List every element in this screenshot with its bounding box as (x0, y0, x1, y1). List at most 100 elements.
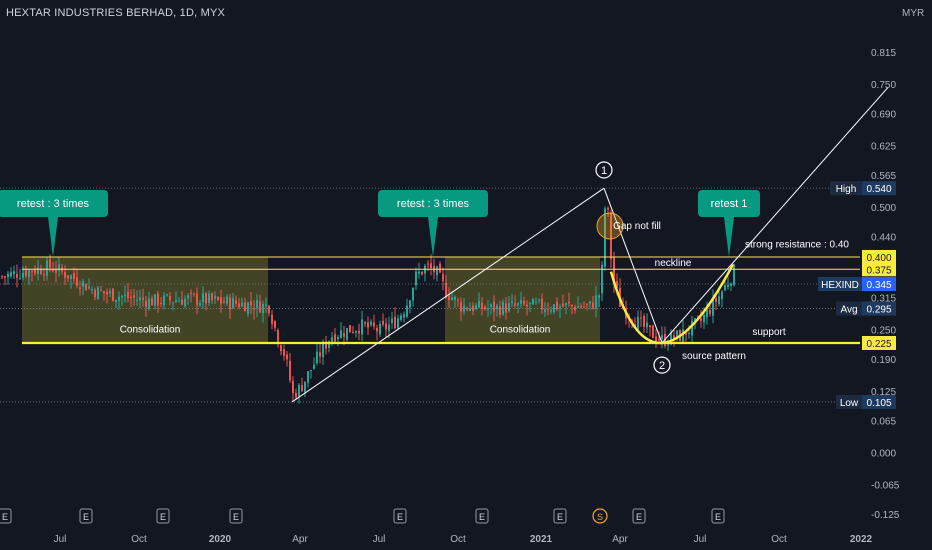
candle-body (703, 314, 705, 323)
axis-badge-value-bg (862, 277, 896, 291)
candle-body (412, 288, 414, 301)
x-tick-label: Oct (771, 534, 787, 545)
candle-body (166, 294, 168, 296)
candle-body (673, 335, 675, 339)
candle-body (529, 302, 531, 304)
y-tick-label: 0.315 (871, 294, 896, 305)
candle-body (643, 315, 645, 327)
candle-body (67, 275, 69, 279)
candle-body (151, 298, 153, 306)
candle-body (13, 271, 15, 275)
candle-body (511, 301, 513, 304)
support: support (752, 327, 786, 338)
candle-body (367, 322, 369, 328)
candle-body (547, 309, 549, 311)
candle-body (358, 330, 360, 334)
candle-body (397, 318, 399, 329)
candle-body (526, 304, 528, 307)
candle-body (190, 292, 192, 294)
y-tick-label: 0.065 (871, 417, 896, 428)
retest-mid-text: retest : 3 times (397, 198, 470, 210)
candle-body (589, 301, 591, 304)
candle-body (343, 333, 345, 337)
axis-badge-value-bg (862, 249, 896, 264)
neckline: neckline (655, 258, 692, 269)
y-tick-label: -0.125 (871, 510, 900, 521)
candle-body (364, 322, 366, 324)
candle-body (400, 315, 402, 320)
candle-body (388, 324, 390, 331)
candle-body (277, 329, 279, 345)
x-tick-label: Jul (373, 534, 386, 545)
earnings-event-label: E (715, 512, 721, 522)
candle-body (652, 325, 654, 339)
candle-body (232, 298, 234, 309)
candle-body (214, 296, 216, 299)
candle-body (229, 297, 231, 310)
candle-body (565, 303, 567, 306)
candle-body (58, 264, 60, 271)
earnings-event-label: E (233, 512, 239, 522)
candle-body (691, 320, 693, 336)
candle-body (541, 298, 543, 310)
candle-body (130, 296, 132, 298)
candle-body (460, 301, 462, 312)
candle-body (445, 282, 447, 298)
candle-body (274, 321, 276, 328)
candle-body (169, 295, 171, 301)
axis-badge-value-bg (862, 301, 896, 316)
candle-body (661, 335, 663, 339)
axis-badge-value: 0.295 (866, 305, 891, 316)
axis-badge-value-bg (862, 262, 896, 277)
candle-body (475, 305, 477, 309)
breakout-line (661, 87, 889, 344)
candle-body (544, 309, 546, 312)
candle-body (193, 293, 195, 295)
candle-body (718, 296, 720, 304)
x-tick-label: 2020 (209, 534, 232, 545)
candle-body (706, 309, 708, 318)
candle-body (16, 273, 18, 278)
earnings-event-label: E (83, 512, 89, 522)
candle-body (202, 293, 204, 303)
candle-body (259, 301, 261, 313)
candle-body (199, 302, 201, 306)
axis-badge-value-bg (862, 335, 896, 350)
candle-body (538, 299, 540, 301)
candle-body (487, 308, 489, 310)
candle-body (535, 301, 537, 303)
candle-body (163, 295, 165, 306)
candle-body (454, 296, 456, 300)
candle-body (298, 384, 300, 397)
candle-body (181, 299, 183, 305)
candle-body (376, 327, 378, 332)
candle-body (118, 296, 120, 301)
axis-badge-label-bg (836, 301, 862, 316)
candle-body (250, 301, 252, 306)
point-1-circle (595, 161, 613, 179)
candle-body (127, 291, 129, 299)
earnings-event-marker (0, 508, 12, 524)
candle-body (19, 277, 21, 279)
candle-body (133, 295, 135, 298)
candle-body (28, 269, 30, 278)
y-tick-label: 0.690 (871, 109, 896, 120)
candle-body (448, 295, 450, 300)
x-tick-label: Oct (450, 534, 466, 545)
candle-body (394, 316, 396, 329)
candle-body (466, 307, 468, 310)
candle-body (409, 300, 411, 308)
candle-body (10, 272, 12, 277)
candle-body (148, 298, 150, 310)
earnings-event-marker (229, 508, 243, 524)
y-tick-label: -0.065 (871, 481, 900, 492)
earnings-event-label: E (479, 512, 485, 522)
candle-body (418, 271, 420, 274)
candle-body (286, 354, 288, 360)
candle-body (64, 272, 66, 278)
candle-body (331, 337, 333, 344)
candle-body (70, 275, 72, 279)
candle-body (553, 304, 555, 313)
candle-body (346, 328, 348, 340)
